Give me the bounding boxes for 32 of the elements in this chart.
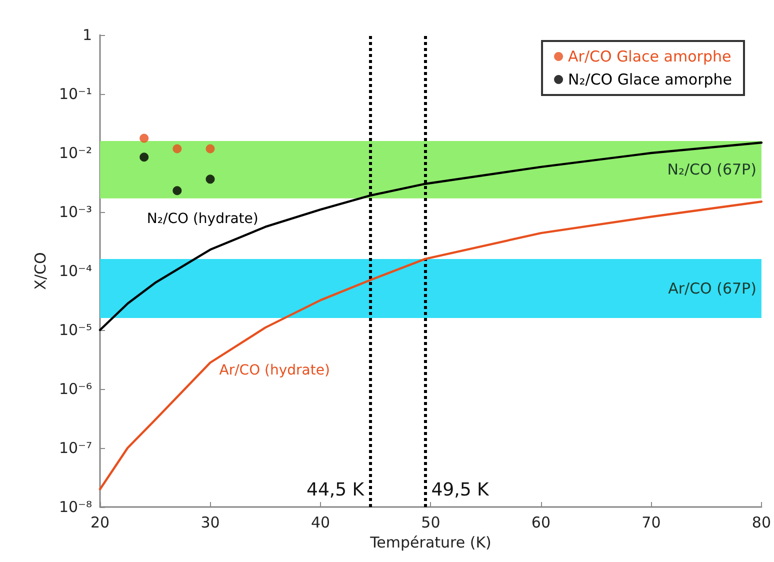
- point: [172, 186, 182, 196]
- band-label: N₂/CO (67P): [667, 160, 756, 179]
- x-axis-title: Température (K): [369, 533, 492, 552]
- y-tick-label: 10⁻¹: [58, 85, 92, 103]
- point: [206, 144, 215, 154]
- ref-line-label: 49,5 K: [431, 480, 490, 500]
- x-tick-label: 70: [642, 514, 661, 532]
- point: [206, 174, 215, 184]
- legend-label: N₂/CO Glace amorphe: [568, 70, 732, 88]
- y-axis-title: X/CO: [32, 252, 50, 290]
- legend-label: Ar/CO Glace amorphe: [568, 48, 732, 66]
- y-tick-label: 10⁻⁴: [58, 262, 92, 280]
- series-label: N₂/CO (hydrate): [146, 210, 258, 227]
- x-tick-label: 40: [310, 514, 330, 532]
- y-tick-label: 10⁻⁵: [58, 321, 92, 339]
- y-tick-label: 1: [82, 26, 92, 44]
- x-tick-label: 20: [90, 514, 110, 532]
- x-tick-label: 50: [421, 514, 440, 532]
- y-tick-label: 10⁻⁸: [58, 498, 92, 516]
- x-tick-label: 60: [531, 514, 551, 532]
- series-label: Ar/CO (hydrate): [219, 362, 330, 379]
- x-tick-label: 30: [200, 514, 220, 532]
- y-tick-label: 10⁻⁶: [58, 380, 92, 398]
- x-tick-label: 80: [752, 514, 772, 532]
- point: [140, 134, 149, 143]
- point: [172, 144, 182, 154]
- ref-line-label: 44,5 K: [306, 480, 366, 500]
- y-tick-label: 10⁻²: [58, 144, 92, 162]
- point: [140, 152, 149, 162]
- band-label: Ar/CO (67P): [668, 279, 756, 298]
- y-tick-label: 10⁻³: [58, 203, 92, 221]
- y-tick-label: 10⁻⁷: [58, 439, 92, 457]
